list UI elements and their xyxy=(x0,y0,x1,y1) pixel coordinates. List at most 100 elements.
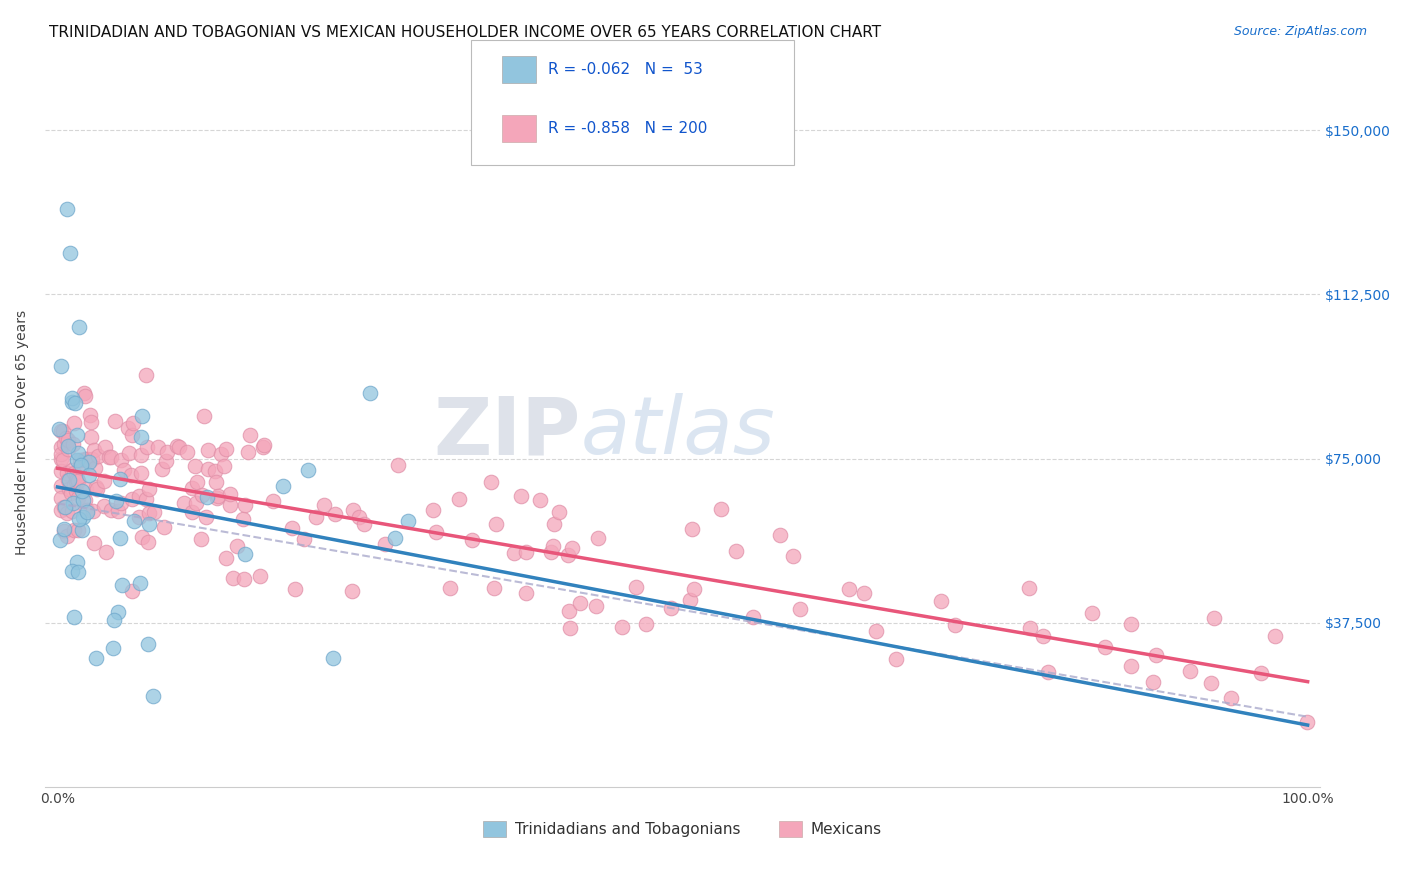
Point xyxy=(63,467,86,481)
Point xyxy=(129,448,152,462)
Point xyxy=(155,454,177,468)
Point xyxy=(209,447,232,461)
Point xyxy=(58,482,80,496)
Point xyxy=(77,455,100,469)
Point xyxy=(219,487,242,501)
Point xyxy=(66,491,89,506)
Point xyxy=(1018,582,1040,596)
Point xyxy=(131,530,153,544)
Text: ZIP: ZIP xyxy=(433,393,581,471)
Point xyxy=(52,424,75,438)
Point xyxy=(173,496,195,510)
Point xyxy=(63,416,86,430)
Point xyxy=(239,428,262,442)
Point xyxy=(67,474,90,488)
Point xyxy=(541,540,564,554)
Point xyxy=(66,472,89,486)
Point xyxy=(186,475,208,489)
Point xyxy=(73,452,96,467)
Point xyxy=(1296,714,1319,729)
Point xyxy=(585,599,607,613)
Point xyxy=(66,452,89,467)
Point xyxy=(73,386,96,401)
Point xyxy=(197,462,219,476)
Point xyxy=(218,498,240,512)
Point xyxy=(58,439,80,453)
Point xyxy=(51,451,73,466)
Point xyxy=(204,464,226,478)
Point xyxy=(865,624,887,638)
Point xyxy=(610,620,633,634)
Point xyxy=(111,578,134,592)
Point xyxy=(321,650,343,665)
Point xyxy=(509,489,531,503)
Point xyxy=(1220,690,1243,705)
Point xyxy=(77,468,100,483)
Point xyxy=(232,512,254,526)
Point xyxy=(205,475,228,489)
Point xyxy=(768,528,790,542)
Point xyxy=(143,505,166,519)
Point xyxy=(100,450,122,464)
Point xyxy=(194,510,217,524)
Point xyxy=(156,445,179,459)
Point xyxy=(710,502,733,516)
Text: R = -0.062   N =  53: R = -0.062 N = 53 xyxy=(548,62,703,77)
Point xyxy=(136,637,159,651)
Point xyxy=(105,493,128,508)
Point xyxy=(146,440,169,454)
Point xyxy=(103,613,125,627)
Point xyxy=(84,480,107,494)
Point xyxy=(122,514,145,528)
Point xyxy=(191,488,214,502)
Point xyxy=(742,610,765,624)
Point xyxy=(60,486,83,500)
Point xyxy=(482,581,505,595)
Point xyxy=(789,602,811,616)
Point xyxy=(86,482,108,496)
Point xyxy=(66,446,89,460)
Point xyxy=(101,640,124,655)
Point xyxy=(568,596,591,610)
Point xyxy=(59,245,82,260)
Text: atlas: atlas xyxy=(581,393,775,471)
Point xyxy=(197,442,219,457)
Point xyxy=(460,533,482,547)
Point xyxy=(297,463,319,477)
Point xyxy=(49,359,72,374)
Text: R = -0.858   N = 200: R = -0.858 N = 200 xyxy=(548,121,707,136)
Point xyxy=(207,491,229,505)
Point xyxy=(138,506,160,520)
Point xyxy=(48,422,70,436)
Point xyxy=(93,499,115,513)
Point xyxy=(56,473,79,487)
Point xyxy=(215,551,238,566)
Point xyxy=(886,651,908,665)
Point xyxy=(1264,629,1286,643)
Point xyxy=(70,484,93,499)
Point xyxy=(184,459,207,474)
Point xyxy=(305,510,328,524)
Point xyxy=(1144,648,1167,662)
Point xyxy=(117,421,139,435)
Point xyxy=(681,523,703,537)
Point xyxy=(661,601,683,615)
Point xyxy=(55,431,77,445)
Point xyxy=(83,443,105,458)
Point xyxy=(70,523,93,537)
Point xyxy=(1032,629,1054,643)
Point xyxy=(72,510,94,524)
Point xyxy=(166,439,188,453)
Point xyxy=(67,320,90,334)
Point xyxy=(292,532,315,546)
Point xyxy=(782,549,804,563)
Point xyxy=(212,459,235,474)
Point xyxy=(1119,617,1142,632)
Point xyxy=(207,490,229,504)
Point xyxy=(51,478,73,492)
Point xyxy=(66,427,89,442)
Point xyxy=(67,512,90,526)
Point xyxy=(76,503,98,517)
Point xyxy=(51,424,73,438)
Point xyxy=(945,618,967,632)
